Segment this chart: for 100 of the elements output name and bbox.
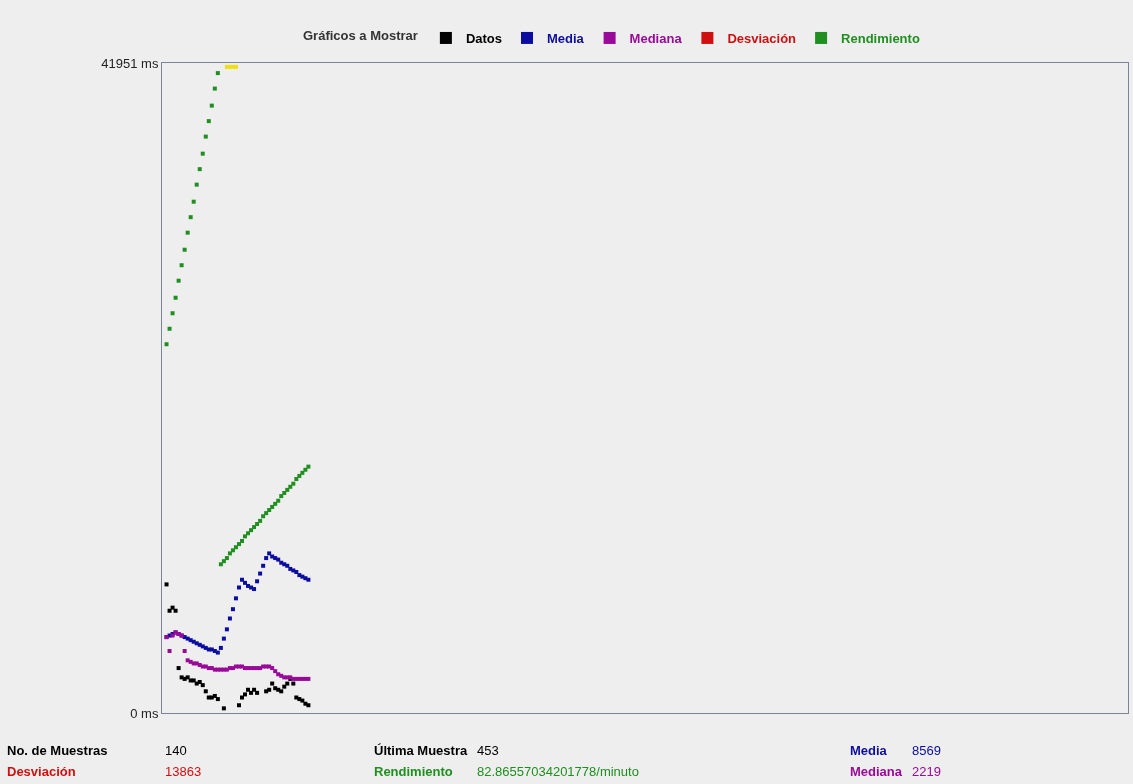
point <box>267 508 272 513</box>
point <box>270 681 275 686</box>
text: Mediana <box>850 764 903 779</box>
point <box>246 531 251 536</box>
legend-label: Mediana <box>629 31 683 47</box>
point <box>285 681 290 686</box>
point <box>285 487 290 492</box>
point <box>167 649 172 654</box>
point <box>203 689 208 694</box>
point <box>173 295 178 300</box>
text: Rendimiento <box>374 764 453 779</box>
point <box>164 342 169 347</box>
point <box>230 607 235 612</box>
point <box>258 571 263 576</box>
point <box>279 494 284 499</box>
point <box>212 86 217 91</box>
text: No. de Muestras <box>7 743 108 758</box>
text: 453 <box>477 743 499 758</box>
text: 8569 <box>912 743 941 758</box>
legend-label: Datos <box>465 31 502 47</box>
point <box>255 690 260 695</box>
point <box>197 167 202 172</box>
text: 82.86557034201778/minuto <box>477 764 639 779</box>
point <box>236 703 241 708</box>
point <box>291 481 296 486</box>
point <box>240 695 244 700</box>
point <box>194 182 199 187</box>
text: Desviación <box>7 764 76 779</box>
point <box>273 501 278 506</box>
point <box>173 608 178 613</box>
text: 2219 <box>912 764 941 779</box>
text: Media <box>850 743 888 758</box>
point <box>233 596 238 601</box>
point <box>230 548 235 553</box>
point <box>236 585 241 590</box>
point <box>218 562 223 567</box>
point <box>233 545 238 550</box>
point <box>170 605 175 610</box>
point <box>264 556 269 561</box>
legend-label: Media <box>547 31 585 47</box>
point <box>282 490 287 495</box>
point <box>179 263 184 268</box>
point <box>249 528 254 533</box>
point <box>252 525 257 530</box>
point <box>203 134 208 139</box>
point <box>270 504 275 509</box>
point <box>249 690 254 695</box>
point <box>206 119 211 124</box>
point <box>252 687 257 692</box>
point <box>200 151 205 156</box>
point <box>182 649 187 654</box>
point <box>306 464 311 469</box>
point <box>243 692 248 697</box>
point <box>176 666 181 671</box>
point <box>291 681 296 686</box>
point <box>255 521 260 526</box>
point <box>227 616 232 621</box>
point <box>240 539 244 544</box>
point <box>170 311 175 316</box>
point <box>264 511 269 516</box>
point <box>240 577 244 582</box>
text: Última Muestra <box>374 743 468 758</box>
point <box>218 645 223 650</box>
point <box>188 215 193 220</box>
point <box>297 473 302 478</box>
point <box>224 556 229 561</box>
point <box>215 697 220 702</box>
point <box>261 514 266 519</box>
point <box>227 551 232 556</box>
legend-title: Gráficos a Mostrar <box>303 27 418 43</box>
point <box>300 470 305 475</box>
point <box>200 683 205 688</box>
point <box>276 498 281 503</box>
point <box>185 230 190 235</box>
legend-label: Rendimiento <box>841 31 920 47</box>
point <box>167 326 172 331</box>
point <box>282 684 287 689</box>
y-tick-label: 0 ms <box>130 705 159 721</box>
point <box>236 542 241 547</box>
point <box>167 608 172 613</box>
point <box>176 278 181 283</box>
text: 140 <box>165 743 187 758</box>
point <box>221 706 226 711</box>
point <box>221 559 226 564</box>
point <box>215 71 220 76</box>
point <box>288 484 293 489</box>
point <box>224 627 229 632</box>
point <box>164 582 169 587</box>
point <box>261 563 266 568</box>
point <box>303 467 308 472</box>
point <box>255 579 260 584</box>
y-tick-label: 41951 ms <box>101 55 159 71</box>
legend-label: Desviación <box>727 31 797 47</box>
point <box>209 103 214 108</box>
point <box>221 636 226 641</box>
point <box>294 477 299 482</box>
text: 13863 <box>165 764 202 779</box>
point <box>246 687 251 692</box>
point <box>182 247 187 252</box>
point <box>191 199 196 204</box>
